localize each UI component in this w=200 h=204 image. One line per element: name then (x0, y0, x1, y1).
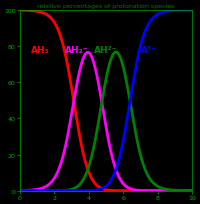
Text: AH₂⁻: AH₂⁻ (65, 46, 88, 55)
Text: A³⁻: A³⁻ (141, 46, 157, 55)
Text: AH₃: AH₃ (31, 46, 50, 55)
Text: AH²⁻: AH²⁻ (94, 46, 118, 55)
Title: relative percentages of protonation species: relative percentages of protonation spec… (37, 4, 175, 9)
